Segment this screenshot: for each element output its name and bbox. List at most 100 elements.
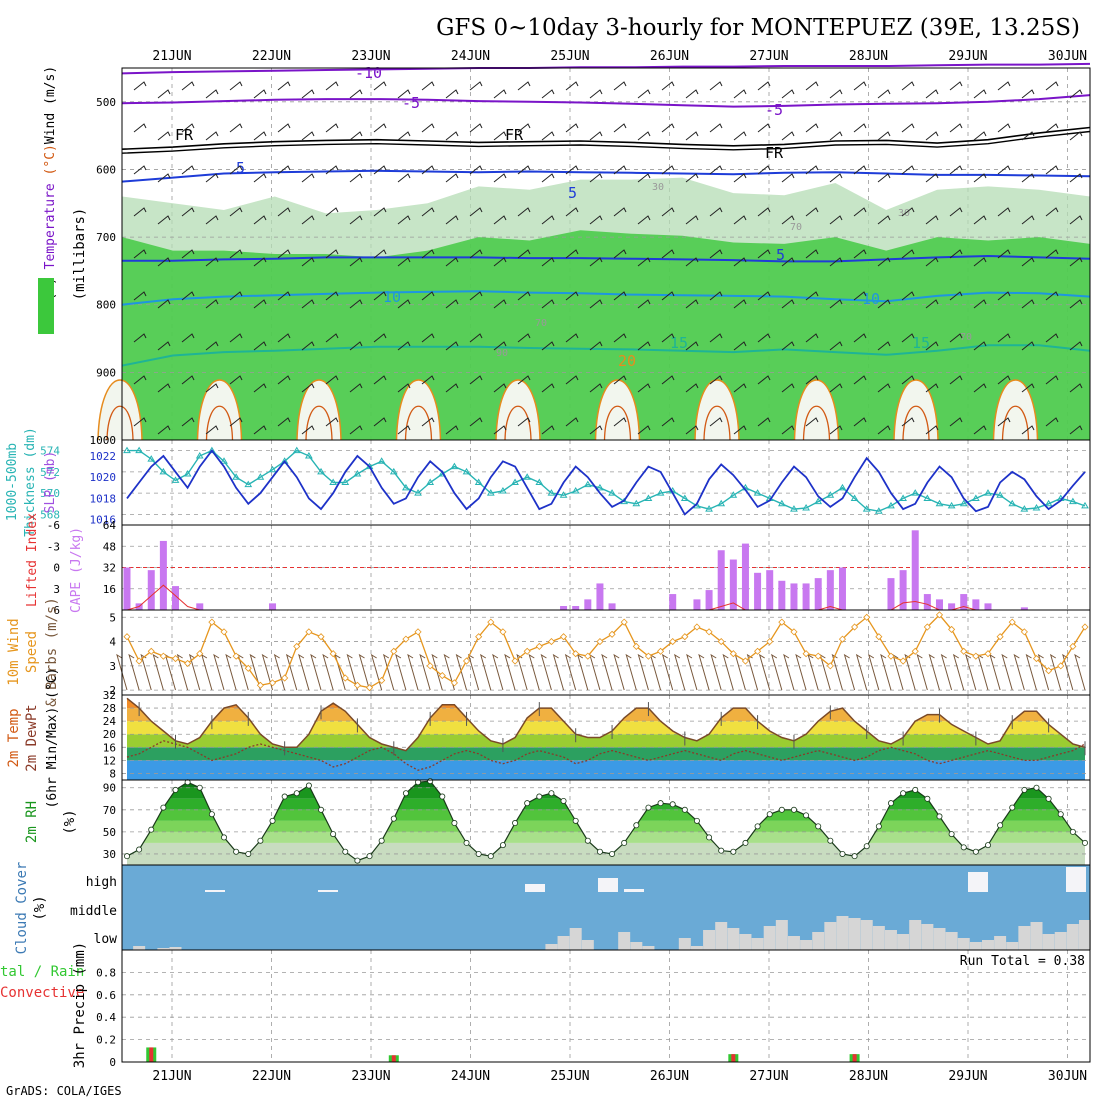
wind-barb: [613, 333, 627, 343]
cloud-low-bar: [715, 922, 728, 950]
contour-label: 5: [568, 184, 577, 202]
cape-bar: [608, 603, 616, 610]
wind-barb-10m: [176, 653, 189, 691]
wind-barb: [877, 215, 891, 225]
wind-barb: [445, 425, 459, 435]
cloud-low-bar: [800, 940, 813, 950]
cloud-high-bar: [598, 878, 618, 892]
wind-barb: [325, 249, 339, 259]
rh-marker: [730, 848, 737, 855]
isotherm--5: [121, 94, 1091, 108]
rh-legend-swatch: [38, 278, 54, 334]
wind-barb: [181, 165, 195, 175]
wind-speed-marker: [705, 628, 713, 636]
cloud-low-bar: [618, 932, 631, 950]
wind-speed-marker: [851, 623, 859, 631]
wind-barb-10m: [1025, 653, 1037, 691]
wind-barb: [157, 383, 171, 393]
wind-barb: [1045, 123, 1059, 133]
wind-barb: [565, 291, 579, 301]
wind-barb: [157, 299, 171, 309]
wind-barb: [1045, 165, 1059, 175]
wind-barb: [925, 131, 939, 141]
wind-barb: [517, 249, 531, 259]
thickness-marker: [547, 489, 556, 496]
cape-bar: [729, 559, 737, 610]
run-total-label: Run Total = 0.38: [960, 954, 1085, 969]
wind-speed-marker: [790, 628, 798, 636]
precip-legend-convective: Convective: [0, 985, 84, 1001]
wind-barb: [589, 383, 603, 393]
contour-label: 30: [898, 208, 910, 219]
wind-barb: [565, 207, 579, 217]
pressure-tick-label: 800: [96, 299, 116, 312]
thickness-tick-label: 572: [40, 466, 60, 479]
rh-marker: [257, 837, 264, 844]
wind-barb: [205, 425, 219, 435]
isotherm-fr-double: [121, 130, 1091, 154]
wind-barb: [133, 207, 147, 217]
temp-tick-label: 8: [109, 767, 116, 780]
rh-marker: [366, 853, 373, 860]
wind-barb-10m: [916, 653, 928, 691]
wind-barb: [565, 375, 579, 385]
wind-barb: [325, 375, 339, 385]
wind-barb: [157, 89, 171, 99]
cape-bar: [669, 594, 677, 610]
thickness-marker: [414, 489, 422, 496]
temp-tick-label: 28: [103, 702, 116, 715]
wind-barb: [253, 173, 267, 183]
wind-barb: [325, 333, 339, 343]
wind-tick-label: 3: [109, 660, 116, 673]
wind-barb: [733, 341, 747, 351]
wind-barb: [517, 81, 531, 91]
wind-barb-10m: [1001, 653, 1013, 691]
wind-speed-marker: [984, 650, 992, 658]
wind-barb: [637, 173, 651, 183]
wind-barb: [709, 333, 723, 343]
contour-label: FR: [175, 126, 194, 144]
wind-speed-marker: [317, 633, 325, 641]
wind-barb: [277, 333, 291, 343]
temp-tick-label: 20: [103, 728, 116, 741]
thickness-marker: [705, 505, 713, 512]
rh-marker: [621, 839, 628, 846]
wind-speed-marker: [1008, 618, 1016, 626]
wind-barb: [661, 207, 675, 217]
panel-precip: [171, 950, 1068, 1062]
wind-barb: [997, 417, 1011, 427]
wind-barb: [325, 123, 339, 133]
isotherm-5: [121, 169, 1091, 183]
date-label-bottom: 27JUN: [749, 1069, 788, 1084]
wind-speed-marker: [717, 638, 725, 646]
wind-barb: [181, 249, 195, 259]
wind-barb: [997, 81, 1011, 91]
warm-column-contour-inner: [902, 405, 930, 441]
contour-label: 10: [383, 288, 401, 306]
rh-marker: [681, 806, 688, 813]
wind-speed-marker: [462, 657, 471, 665]
wind-speed-marker: [414, 628, 422, 636]
wind-barb: [877, 257, 891, 267]
rh-marker: [524, 800, 531, 807]
wind-barb: [901, 291, 915, 301]
rh-marker: [305, 782, 312, 789]
wind-barb: [589, 173, 603, 183]
wind-barb: [877, 341, 891, 351]
precip-tick-label: 0.4: [96, 1011, 116, 1024]
wind-barb-10m: [771, 653, 783, 691]
wind-barb: [901, 417, 915, 427]
wind-barb: [133, 417, 147, 427]
wind-barb: [469, 291, 483, 301]
wind-barb-10m: [564, 653, 577, 691]
temp-tick-label: 16: [103, 741, 116, 754]
wind-speed-marker: [1069, 642, 1077, 650]
cape-bar: [972, 599, 980, 610]
wind-barb: [349, 299, 363, 309]
precip-convective-bar: [391, 1055, 396, 1062]
wind-speed-marker: [996, 633, 1004, 641]
cape-bar: [572, 606, 580, 610]
cloud-low-bar: [945, 932, 958, 950]
wind-barb: [685, 425, 699, 435]
